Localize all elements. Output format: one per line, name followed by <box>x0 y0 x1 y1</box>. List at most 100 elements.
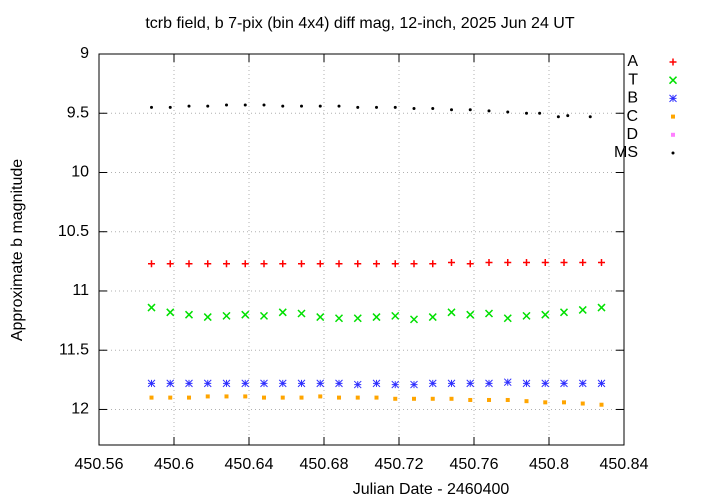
data-point <box>243 103 247 107</box>
data-point <box>597 379 606 388</box>
data-point <box>185 379 193 388</box>
data-point <box>147 379 156 388</box>
data-point <box>541 379 550 388</box>
x-tick-label: 450.56 <box>75 456 124 473</box>
legend-label: C <box>626 108 638 125</box>
data-point <box>241 379 250 388</box>
data-point <box>166 379 175 388</box>
data-point <box>523 259 530 267</box>
data-point <box>449 396 454 401</box>
data-point <box>450 108 453 112</box>
data-point <box>375 105 378 109</box>
data-point <box>466 260 474 268</box>
data-point <box>223 260 230 268</box>
data-point <box>566 114 570 118</box>
data-point <box>525 111 528 115</box>
legend-label: B <box>627 90 638 107</box>
data-point <box>556 115 560 119</box>
data-point <box>588 115 592 119</box>
data-point <box>168 395 173 400</box>
data-point <box>559 308 569 317</box>
y-tick-label: 10.5 <box>58 223 89 240</box>
data-point <box>506 110 510 114</box>
chart-title: tcrb field, b 7-pix (bin 4x4) diff mag, … <box>145 15 574 32</box>
data-point <box>372 313 381 322</box>
data-point <box>560 379 568 388</box>
data-point <box>260 379 268 388</box>
data-point <box>541 259 549 267</box>
legend-label: A <box>627 53 638 70</box>
data-point <box>206 104 210 108</box>
data-point <box>297 309 306 318</box>
data-point <box>280 395 285 400</box>
x-tick-label: 450.84 <box>600 456 649 473</box>
data-point <box>337 104 341 108</box>
data-point <box>318 394 323 399</box>
data-point <box>468 397 473 402</box>
x-tick-label: 450.72 <box>375 456 424 473</box>
x-tick-label: 450.6 <box>154 456 194 473</box>
data-point <box>503 314 512 323</box>
data-point <box>149 395 154 400</box>
data-point <box>222 311 231 320</box>
data-point <box>337 395 341 400</box>
data-point <box>205 394 210 399</box>
data-point <box>335 260 343 268</box>
legend-label: T <box>628 71 638 88</box>
data-point <box>316 313 325 322</box>
data-point <box>225 103 228 107</box>
data-point <box>356 105 360 109</box>
data-point <box>278 379 287 388</box>
legend-marker <box>671 132 675 137</box>
data-point <box>504 259 512 267</box>
data-point <box>522 311 531 320</box>
data-point <box>599 402 604 407</box>
data-point <box>543 400 548 405</box>
data-point <box>466 310 475 319</box>
data-point <box>485 379 493 388</box>
data-point <box>503 378 512 387</box>
legend-marker <box>671 151 675 155</box>
data-point <box>262 395 266 400</box>
data-point <box>372 379 381 388</box>
data-point <box>538 111 542 115</box>
data-point <box>185 260 193 268</box>
data-point <box>597 303 606 312</box>
x-tick-label: 450.76 <box>450 456 499 473</box>
y-tick-label: 12 <box>71 401 89 418</box>
data-point <box>374 395 379 400</box>
data-point <box>353 380 362 389</box>
legend-marker <box>668 76 678 85</box>
data-point <box>299 395 304 400</box>
legend-marker <box>669 94 677 103</box>
data-point <box>224 394 229 399</box>
y-tick-label: 9.5 <box>67 104 89 121</box>
legend-marker <box>669 58 677 66</box>
data-point <box>431 107 435 111</box>
data-point <box>373 260 380 268</box>
data-point <box>187 104 191 108</box>
data-point <box>522 379 531 388</box>
data-point <box>578 379 587 388</box>
data-point <box>468 108 472 112</box>
data-point <box>168 105 172 109</box>
data-point <box>412 396 416 401</box>
data-point <box>562 400 566 405</box>
data-point <box>166 308 175 317</box>
data-point <box>353 314 362 323</box>
data-point <box>204 260 212 268</box>
data-point <box>222 379 231 388</box>
data-point <box>598 259 605 267</box>
data-point <box>560 259 568 267</box>
data-point <box>487 397 491 402</box>
data-point <box>243 394 248 399</box>
data-point <box>447 379 456 388</box>
data-point <box>393 396 398 401</box>
data-point <box>429 260 437 268</box>
data-point <box>430 396 435 401</box>
data-point <box>166 260 174 268</box>
y-tick-label: 11 <box>72 282 89 299</box>
data-point <box>578 305 587 314</box>
data-point <box>281 104 285 108</box>
